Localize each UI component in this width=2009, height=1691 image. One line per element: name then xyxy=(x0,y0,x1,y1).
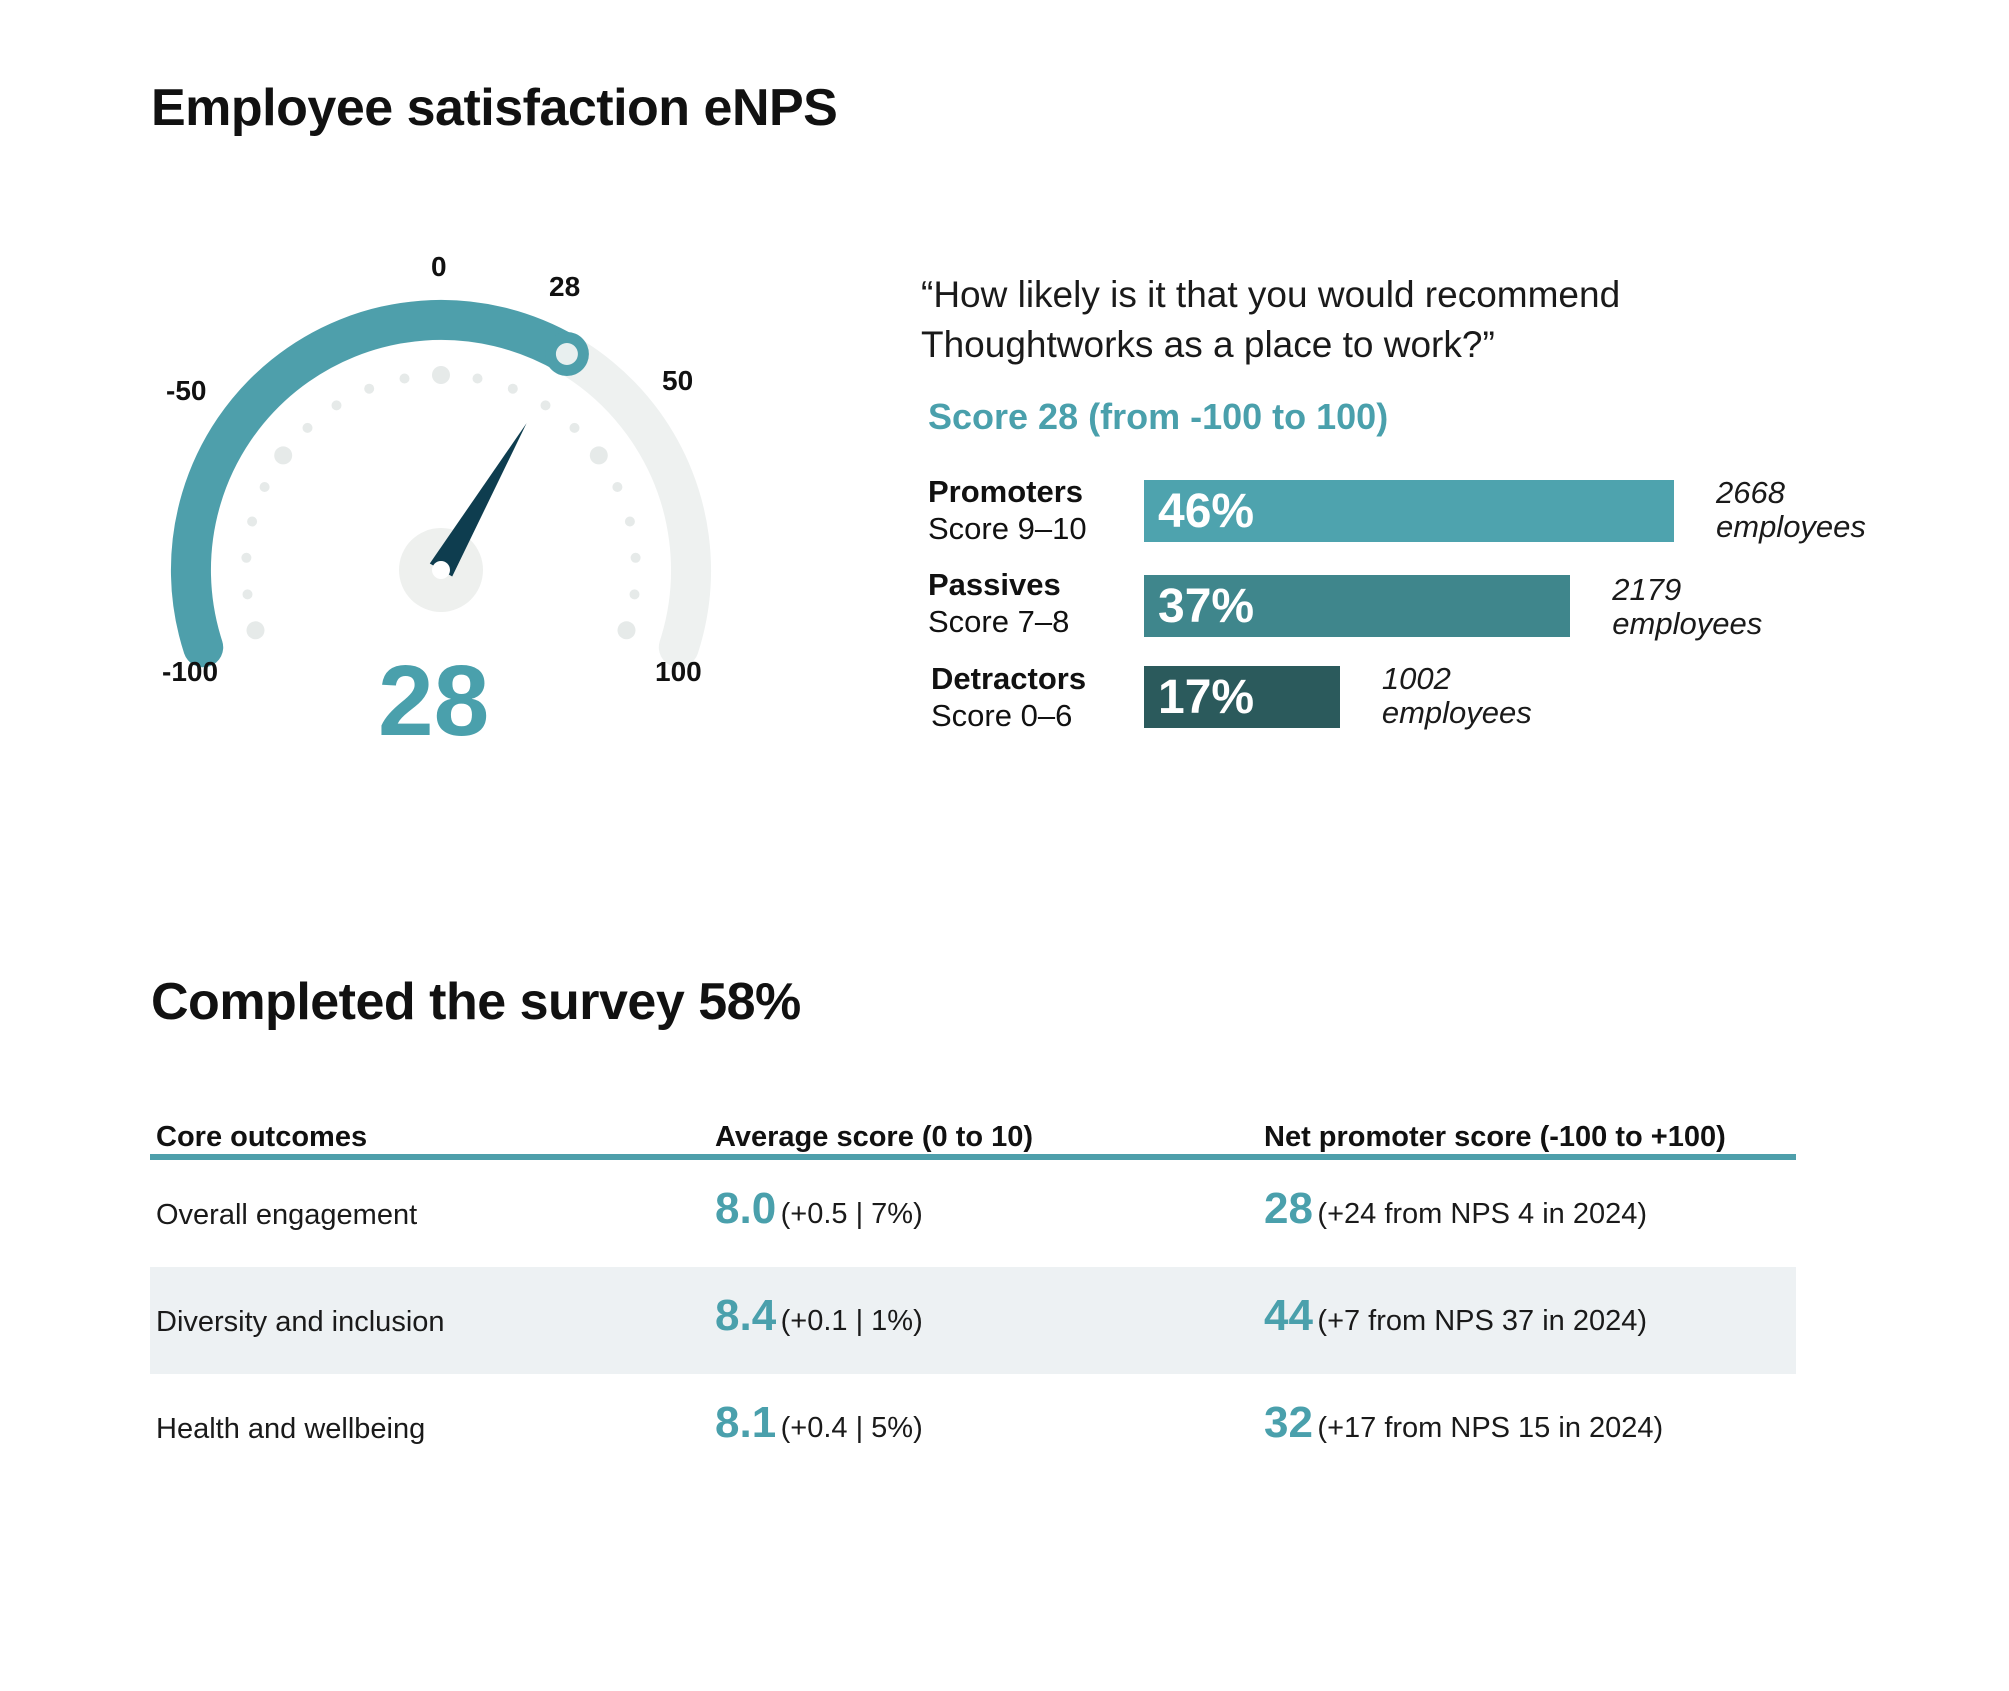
gauge-minor-tick xyxy=(241,552,252,563)
gauge-major-tick xyxy=(589,446,608,465)
employees-promoters: 2668 employees xyxy=(1716,476,1866,544)
nps-change: (+17 from NPS 15 in 2024) xyxy=(1317,1412,1664,1444)
survey-completion-title: Completed the survey 58% xyxy=(151,973,801,1031)
nps-value: 32 xyxy=(1264,1398,1313,1447)
gauge-minor-tick xyxy=(247,516,258,527)
gauge-major-tick xyxy=(274,446,293,465)
outcome-name: Diversity and inclusion xyxy=(156,1306,445,1338)
category-name: Promoters xyxy=(928,474,1084,509)
average-score-value: 8.1 xyxy=(715,1398,777,1447)
employee-unit: employees xyxy=(1381,695,1532,730)
category-promoters: Promoters Score 9–10 xyxy=(928,474,1087,548)
gauge-fill xyxy=(170,299,587,668)
gauge-dots xyxy=(241,366,641,640)
category-name: Passives xyxy=(928,567,1061,602)
gauge-tick-label: -50 xyxy=(166,375,207,406)
table-header-rule xyxy=(150,1154,1796,1160)
gauge-tick-label: 0 xyxy=(431,251,447,282)
employee-count: 2179 xyxy=(1612,572,1682,607)
gauge-tick-label: 50 xyxy=(662,365,694,396)
gauge-major-tick xyxy=(432,366,450,384)
employees-passives: 2179 employees xyxy=(1612,573,1762,641)
outcome-name: Health and wellbeing xyxy=(156,1413,426,1445)
gauge-minor-tick xyxy=(624,516,635,527)
average-score-value: 8.0 xyxy=(715,1184,777,1233)
category-name: Detractors xyxy=(931,661,1087,696)
nps-change: (+24 from NPS 4 in 2024) xyxy=(1317,1198,1648,1230)
gauge-minor-tick xyxy=(399,373,410,384)
gauge-minor-tick xyxy=(612,482,623,492)
survey-question: “How likely is it that you would recomme… xyxy=(921,274,1621,365)
gauge-tick-label: 28 xyxy=(549,271,581,302)
gauge-minor-tick xyxy=(569,422,580,433)
gauge-needle xyxy=(429,423,527,577)
gauge-major-tick xyxy=(617,621,636,640)
employee-count: 2668 xyxy=(1716,475,1785,510)
gauge-minor-tick xyxy=(540,400,551,411)
bar-detractors: 17% xyxy=(1144,666,1340,728)
average-score-change: (+0.5 | 7%) xyxy=(780,1198,923,1230)
category-detractors: Detractors Score 0–6 xyxy=(931,661,1086,735)
bar-percent-label: 17% xyxy=(1158,671,1255,724)
employee-count: 1002 xyxy=(1381,661,1451,696)
table-row: Overall engagement 8.0 (+0.5 | 7%) 28 (+… xyxy=(150,1160,1796,1267)
employees-detractors: 1002 employees xyxy=(1382,662,1532,730)
bar-promoters: 46% xyxy=(1144,480,1674,542)
nps-cell: 32 (+17 from NPS 15 in 2024) xyxy=(1264,1398,1663,1448)
gauge-minor-tick xyxy=(242,589,253,600)
enps-title: Employee satisfaction eNPS xyxy=(151,79,838,137)
gauge-tick-label: -100 xyxy=(162,656,219,687)
category-score-range: Score 7–8 xyxy=(928,604,1070,639)
gauge-minor-tick xyxy=(472,373,483,384)
bar-percent-label: 46% xyxy=(1158,485,1255,538)
gauge-major-tick xyxy=(246,621,265,640)
employee-unit: employees xyxy=(1716,509,1866,544)
gauge-tick-label: 100 xyxy=(655,656,702,687)
average-score-cell: 8.1 (+0.4 | 5%) xyxy=(715,1398,923,1448)
gauge-minor-tick xyxy=(630,552,641,563)
bar-passives: 37% xyxy=(1144,575,1571,637)
gauge-minor-tick xyxy=(507,383,518,394)
table-row: Health and wellbeing 8.1 (+0.4 | 5%) 32 … xyxy=(150,1374,1796,1481)
table-header-core-outcomes: Core outcomes xyxy=(156,1121,368,1153)
nps-value: 44 xyxy=(1264,1291,1313,1340)
table-row: Diversity and inclusion 8.4 (+0.1 | 1%) … xyxy=(150,1267,1796,1374)
table-header-nps: Net promoter score (-100 to +100) xyxy=(1264,1121,1726,1153)
score-subtitle: Score 28 (from -100 to 100) xyxy=(928,396,1389,437)
nps-cell: 44 (+7 from NPS 37 in 2024) xyxy=(1264,1291,1647,1341)
outcome-name: Overall engagement xyxy=(156,1199,418,1231)
gauge-minor-tick xyxy=(629,589,640,600)
nps-value: 28 xyxy=(1264,1184,1313,1233)
gauge-value-knob-center xyxy=(555,343,578,365)
average-score-cell: 8.0 (+0.5 | 7%) xyxy=(715,1184,923,1234)
gauge-needle-pivot xyxy=(432,561,450,579)
gauge-minor-tick xyxy=(331,400,342,411)
category-passives: Passives Score 7–8 xyxy=(928,567,1069,641)
gauge-minor-tick xyxy=(259,482,270,492)
nps-cell: 28 (+24 from NPS 4 in 2024) xyxy=(1264,1184,1647,1234)
employee-unit: employees xyxy=(1612,606,1763,641)
average-score-change: (+0.1 | 1%) xyxy=(780,1305,923,1337)
table-header-average-score: Average score (0 to 10) xyxy=(715,1121,1034,1153)
bar-percent-label: 37% xyxy=(1158,580,1255,633)
gauge-minor-tick xyxy=(302,422,313,433)
category-score-range: Score 0–6 xyxy=(931,698,1073,733)
average-score-change: (+0.4 | 5%) xyxy=(780,1412,923,1444)
gauge-minor-tick xyxy=(364,383,375,394)
gauge-center-value: 28 xyxy=(378,645,490,757)
enps-gauge xyxy=(170,299,711,668)
nps-change: (+7 from NPS 37 in 2024) xyxy=(1317,1305,1648,1337)
average-score-value: 8.4 xyxy=(715,1291,777,1340)
average-score-cell: 8.4 (+0.1 | 1%) xyxy=(715,1291,923,1341)
category-score-range: Score 9–10 xyxy=(928,511,1087,546)
